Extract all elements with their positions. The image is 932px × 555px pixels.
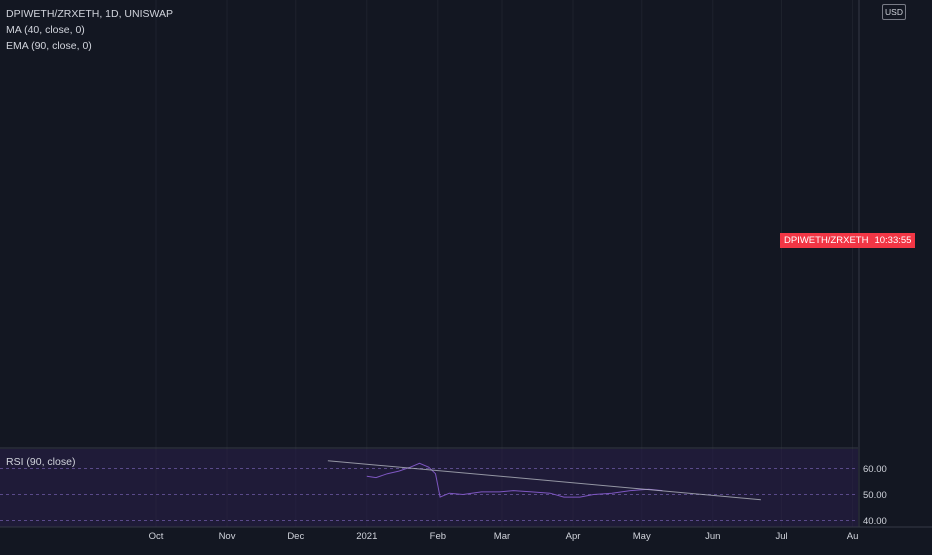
time-axis-label: Jun (705, 531, 720, 542)
time-axis-label: Apr (566, 531, 581, 542)
rsi-background (0, 449, 858, 527)
price-axis: 1100.0000000000900.0000000000750.0000000… (858, 0, 932, 550)
time-axis-label: Oct (149, 531, 164, 542)
time-axis-label: Dec (287, 531, 304, 542)
rsi-indicator-label[interactable]: RSI (90, close) (6, 456, 76, 468)
time-axis-label: May (633, 531, 651, 542)
rsi-axis-label: 40.00 (863, 516, 887, 527)
ma-indicator-label[interactable]: MA (40, close, 0) (6, 24, 85, 36)
time-axis-label: Jul (775, 531, 787, 542)
rsi-axis-label: 60.00 (863, 464, 887, 475)
rsi-trendline (327, 460, 761, 501)
currency-badge[interactable]: USD (882, 4, 906, 20)
rsi-pane (0, 447, 858, 527)
rsi-axis-label: 50.00 (863, 490, 887, 501)
price-tag-countdown: 10:33:55 (874, 235, 912, 246)
chart-legend: DPIWETH/ZRXETH, 1D, UNISWAP MA (40, clos… (6, 6, 173, 54)
rsi-line (366, 462, 663, 498)
time-axis-label: Nov (219, 531, 236, 542)
price-tag-symbol: DPIWETH/ZRXETH (784, 235, 869, 246)
ema-indicator-label[interactable]: EMA (90, close, 0) (6, 40, 92, 52)
time-axis: Oct Nov Dec 2021 Feb Mar Apr May Jun Jul Au (0, 526, 932, 542)
time-axis-label: 2021 (356, 531, 377, 542)
time-axis-label: Au (847, 531, 859, 542)
axis-background (859, 0, 932, 550)
gridlines (155, 0, 854, 527)
time-axis-label: Mar (494, 531, 510, 542)
time-axis-label: Feb (430, 531, 446, 542)
last-price-tag: DPIWETH/ZRXETH 10:33:55 (780, 233, 916, 248)
symbol-title[interactable]: DPIWETH/ZRXETH, 1D, UNISWAP (6, 8, 174, 20)
